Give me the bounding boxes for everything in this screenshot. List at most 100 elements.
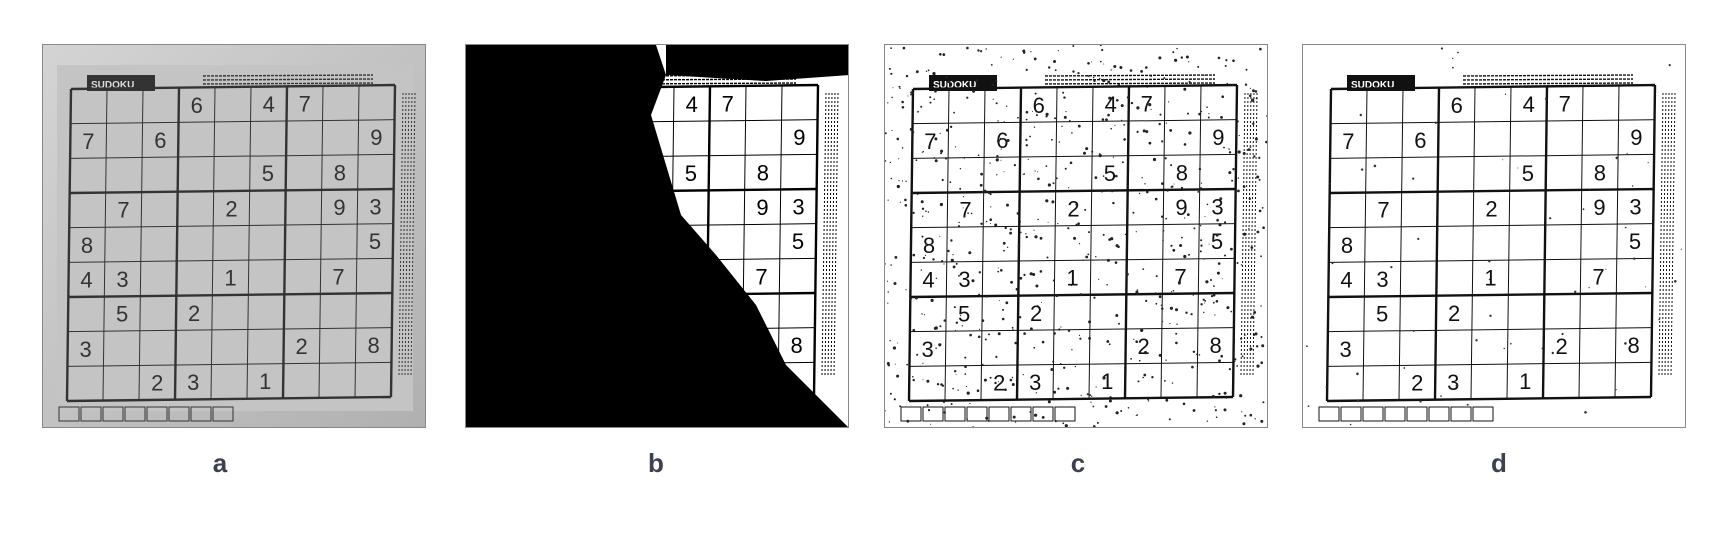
- sudoku-digit: 5: [1211, 229, 1223, 254]
- grid-line-v: [1362, 88, 1368, 401]
- grid-line-v: [246, 86, 252, 399]
- sudoku-digit: 2: [1485, 196, 1497, 221]
- sudoku-digit: 3: [187, 370, 199, 395]
- article-text-line: [1462, 78, 1634, 81]
- grid-line-h: [1327, 361, 1652, 367]
- grid-line-h: [68, 291, 393, 299]
- bottom-strip-box: [966, 406, 988, 422]
- sudoku-header-title: SUDOKU: [91, 80, 134, 91]
- bottom-strip-box: [922, 406, 944, 422]
- side-text-line: [1664, 92, 1670, 376]
- bottom-strip-box: [1472, 406, 1494, 422]
- grid-line-v: [354, 85, 360, 398]
- sudoku-digit: 3: [1629, 195, 1641, 220]
- side-text-line: [1240, 92, 1246, 376]
- grid-line-v: [1052, 87, 1058, 400]
- caption-b: b: [648, 448, 664, 478]
- grid-line-v: [1231, 84, 1239, 398]
- sudoku-digit: 9: [1212, 125, 1224, 150]
- grid-line-v: [1541, 86, 1549, 399]
- grid-line-h: [1327, 327, 1652, 333]
- sudoku-digit: 8: [923, 233, 935, 258]
- sudoku-digit: 8: [757, 160, 769, 185]
- bottom-strip-box: [1054, 406, 1076, 422]
- sudoku-digit: 5: [1376, 302, 1388, 327]
- sudoku-digit: 3: [1376, 267, 1388, 292]
- sudoku-digit: 7: [1174, 264, 1186, 289]
- sudoku-digit: 4: [1105, 92, 1117, 117]
- sudoku-digit: 7: [755, 264, 767, 289]
- article-text-line: [202, 74, 374, 77]
- sudoku-digit: 3: [958, 267, 970, 292]
- grid-line-h: [909, 327, 1234, 333]
- sudoku-digit: 3: [369, 195, 381, 220]
- bottom-strip-box: [900, 406, 922, 422]
- bottom-strip-box: [168, 406, 190, 422]
- sudoku-digit: 7: [332, 264, 344, 289]
- side-text-line: [1246, 92, 1252, 376]
- side-text-line: [1661, 92, 1667, 376]
- sudoku-digit: 5: [958, 302, 970, 327]
- grid-line-h: [1326, 395, 1652, 403]
- bottom-strip-box: [146, 406, 168, 422]
- sudoku-digit: 8: [334, 160, 346, 185]
- grid-line-h: [66, 395, 392, 403]
- sudoku-digit: 2: [1030, 301, 1042, 326]
- sudoku-digit: 2: [151, 371, 163, 396]
- grid-line-v: [1649, 84, 1657, 398]
- side-text-line: [398, 92, 404, 376]
- sudoku-digit: 7: [1342, 129, 1354, 154]
- sudoku-digit: 5: [1522, 161, 1534, 186]
- grid-line-v: [944, 88, 950, 401]
- sudoku-digit: 7: [1377, 198, 1389, 223]
- sudoku-header-title: SUDOKU: [933, 80, 976, 91]
- sudoku-digit: 6: [996, 128, 1008, 153]
- grid-line-v: [907, 88, 915, 402]
- sudoku-digit: 4: [1340, 267, 1352, 292]
- sudoku-digit: 2: [1138, 334, 1150, 359]
- grid-line-h: [910, 291, 1235, 299]
- sudoku-digit: 1: [1101, 369, 1113, 394]
- grid-line-h: [69, 187, 394, 195]
- speckle-noise: [885, 45, 1267, 427]
- sudoku-digit: 1: [1066, 266, 1078, 291]
- sudoku-digit: 1: [224, 266, 236, 291]
- side-text-line: [1252, 92, 1258, 376]
- sudoku-digit: 4: [80, 267, 92, 292]
- sudoku-digit: 7: [1559, 91, 1571, 116]
- sudoku-digit: 4: [922, 267, 934, 292]
- side-text-line: [1249, 92, 1255, 376]
- grid-line-v: [173, 87, 181, 400]
- grid-line-h: [1329, 187, 1654, 195]
- bottom-strip-box: [1406, 406, 1428, 422]
- bottom-strip-box: [1362, 406, 1384, 422]
- sudoku-digit: 9: [1630, 125, 1642, 150]
- sudoku-digit: 9: [793, 125, 805, 150]
- article-text-line: [1462, 74, 1634, 77]
- sudoku-digit: 3: [922, 337, 934, 362]
- panel-d-clean-binarized-photo: SUDOKU 6 4 7 7 6 9 5 8 7 2 9 3 8 5 4 3 1 7 5 2 3 2 8 2 3 1: [1302, 44, 1686, 428]
- speckle-noise: [1306, 47, 1682, 426]
- article-text-line: [1044, 78, 1216, 81]
- sudoku-digit: 8: [1210, 333, 1222, 358]
- grid-line-v: [1506, 86, 1512, 399]
- grid-line-v: [102, 88, 108, 401]
- grid-line-h: [1330, 119, 1655, 125]
- grid-line-v: [1196, 85, 1202, 398]
- grid-line-v: [1578, 85, 1584, 398]
- sudoku-digit: 9: [756, 195, 768, 220]
- side-text-line: [830, 92, 836, 376]
- grid-line-h: [912, 119, 1237, 125]
- side-text-line: [404, 92, 410, 376]
- grid-line-h: [1328, 257, 1653, 263]
- sudoku-digit: 1: [1484, 266, 1496, 291]
- sudoku-digit: 5: [116, 302, 128, 327]
- grid-line-h: [910, 257, 1235, 263]
- grid-line-v: [318, 85, 324, 398]
- grid-line-h: [911, 223, 1236, 229]
- grid-line-v: [980, 88, 986, 401]
- sudoku-digit: 5: [1104, 161, 1116, 186]
- sudoku-digit: 7: [1592, 264, 1604, 289]
